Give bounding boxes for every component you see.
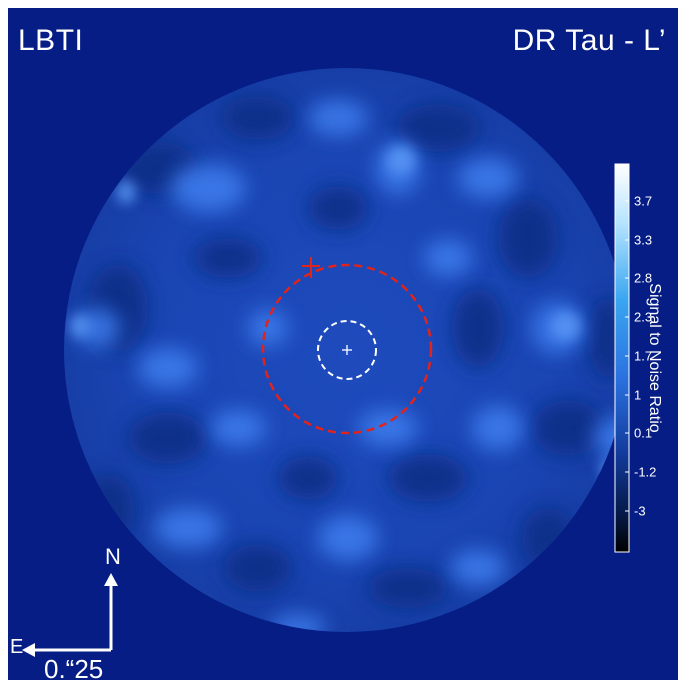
colorbar-ticks: 3.7 3.3 2.8 2.3 1.7 1 0.1 -1.2 -3 [634,164,674,552]
colorbar-tick-label: -3 [634,503,646,519]
colorbar-tick-label: -1.2 [634,464,657,480]
outer-red-circle [261,263,433,435]
north-arrow-head [104,573,118,586]
colorbar-tick-marks [625,200,629,512]
snr-map-image [22,68,630,657]
inner-white-circle [317,320,377,380]
star-position-marker [342,345,352,355]
colorbar-tick-label: 3.7 [634,193,653,209]
compass-arrows [30,583,113,652]
east-label: E [10,636,24,658]
north-label: N [105,544,121,569]
companion-marker [302,257,320,278]
colorbar-tick-label: 1 [634,387,642,403]
colorbar-tick-label: 0.1 [634,425,653,441]
colorbar [614,163,630,553]
scale-bar-label: 0.“25 [44,654,104,680]
colorbar-tick-label: 1.7 [634,348,653,364]
colorbar-tick-label: 2.8 [634,270,653,286]
colorbar-title: Signal to Noise Ratio [646,283,663,433]
colorbar-tick-label: 3.3 [634,232,653,248]
snr-map-panel: LBTI DR Tau - L’ 3.7 3.3 2.8 2.3 1.7 1 0… [8,8,678,680]
instrument-label: LBTI [18,24,84,57]
data-disk [64,68,628,632]
target-label: DR Tau - L’ [512,24,666,57]
colorbar-tick-label: 2.3 [634,309,653,325]
east-arrow-head [22,643,35,657]
